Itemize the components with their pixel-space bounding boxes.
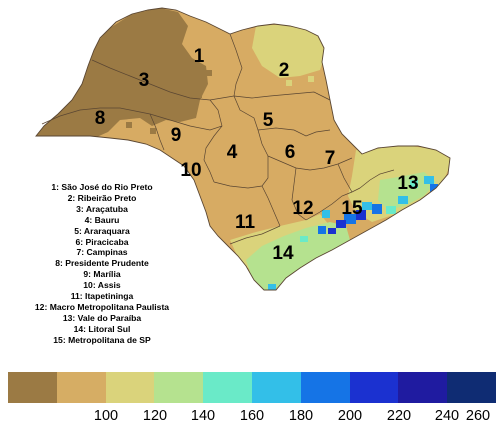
colorbar-tick-label: 120 [142,408,168,424]
region-label-5: 5 [263,110,274,131]
region-label-14: 14 [272,243,294,264]
colorbar-tick-label: 140 [190,408,216,424]
legend-item: 4: Bauru [84,214,120,225]
precipitation-fields [36,8,450,290]
region-label-15: 15 [341,198,363,219]
region-label-4: 4 [227,142,238,163]
legend-item: 10: Assis [83,280,121,291]
legend-item: 9: Marília [83,269,121,280]
legend-item: 8: Presidente Prudente [55,258,149,269]
colorbar-bin [105,372,155,403]
legend-item: 6: Piracicaba [75,236,129,247]
region-label-1: 1 [194,46,205,67]
colorbar [8,372,496,403]
colorbar-tick-label: 260 [465,408,491,424]
region-label-6: 6 [285,142,296,163]
region-label-8: 8 [95,108,106,129]
legend-item: 2: Ribeirão Preto [67,192,137,203]
region-label-2: 2 [279,60,290,81]
colorbar-bin [300,372,350,403]
colorbar-tick-label: 200 [337,408,363,424]
legend-item: 5: Araraquara [74,225,130,236]
state-border [35,7,451,291]
colorbar-bin [398,372,448,403]
region-legend: 1: São José do Rio Preto 2: Ribeirão Pre… [4,182,200,346]
colorbar-bin [8,372,57,403]
region-label-9: 9 [171,125,182,146]
region-label-10: 10 [180,160,201,181]
colorbar-bin [447,372,496,403]
legend-item: 12: Macro Metropolitana Paulista [34,301,170,312]
legend-item: 1: São José do Rio Preto [51,182,153,192]
region-label-12: 12 [292,198,313,219]
legend-item: 15: Metropolitana de SP [53,334,151,345]
colorbar-tick-label: 240 [434,408,460,424]
colorbar-bin [56,372,106,403]
colorbar-tick-label: 100 [93,408,119,424]
colorbar-bin [349,372,399,403]
region-label-3: 3 [139,70,150,91]
zone-dark-northwest [36,8,208,140]
colorbar-bin [251,372,301,403]
colorbar-tick-label: 180 [288,408,314,424]
region-label-11: 11 [235,212,256,233]
colorbar-bin [154,372,204,403]
legend-item: 14: Litoral Sul [73,323,131,334]
colorbar-bin [203,372,252,403]
zone-green-east [378,172,436,210]
region-borders [41,33,395,245]
zone-green-coast [246,222,350,290]
zone-light-northeast [252,24,326,78]
colorbar-tick-label: 220 [386,408,412,424]
legend-item: 13: Vale do Paraíba [62,312,142,323]
region-label-7: 7 [325,148,336,169]
legend-item: 11: Itapetininga [70,291,134,302]
colorbar-ticks: 100 120 140 160 180 200 220 240 260 [0,408,500,428]
legend-item: 7: Campinas [76,247,128,258]
legend-item: 3: Araçatuba [76,203,128,214]
region-label-13: 13 [397,173,418,194]
colorbar-tick-label: 160 [239,408,265,424]
